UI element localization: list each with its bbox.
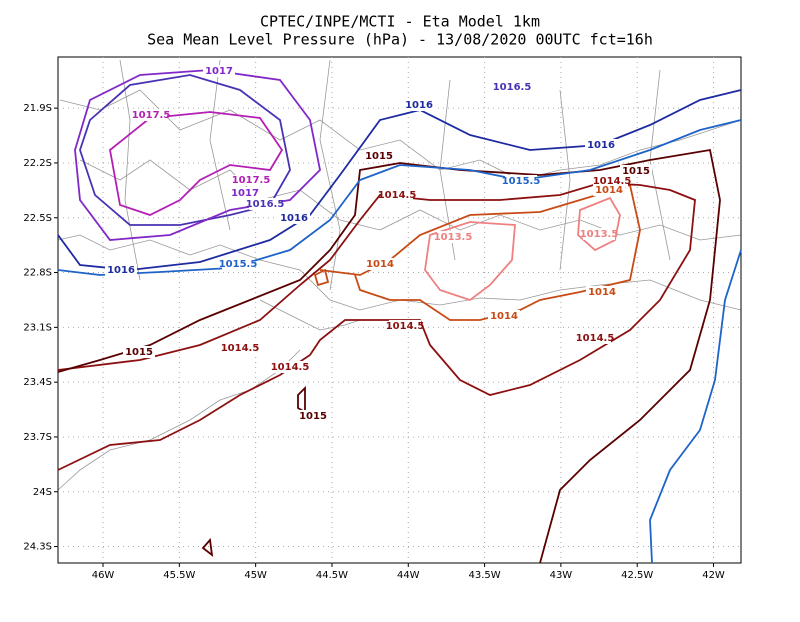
y-tick-label: 21.9S <box>23 103 52 114</box>
contour-label-bg <box>229 187 261 199</box>
contour-label: 1016 <box>405 100 433 111</box>
contour-label-bg <box>363 150 395 162</box>
y-tick-label: 22.5S <box>23 213 52 224</box>
contour-label: 1014.5 <box>271 362 310 373</box>
borders <box>57 59 742 491</box>
contour-label: 1017.5 <box>232 175 271 186</box>
x-tick-label: 46W <box>92 570 115 581</box>
contour-label: 1015.5 <box>219 259 258 270</box>
contour-label-bg <box>364 258 396 270</box>
x-tick-label: 45.5W <box>163 570 195 581</box>
x-tick-label: 44W <box>397 570 420 581</box>
y-tick-label: 23.1S <box>23 322 52 333</box>
contour <box>57 182 696 471</box>
contour-label: 1015 <box>299 411 327 422</box>
x-tick-label: 42W <box>702 570 725 581</box>
contour <box>649 249 742 564</box>
title: CPTEC/INPE/MCTI - Eta Model 1km <box>260 13 540 31</box>
contour-label: 1014 <box>490 311 518 322</box>
contour-label: 1014.5 <box>576 333 615 344</box>
contour-label: 1016 <box>280 213 308 224</box>
contour-label-bg <box>583 228 615 240</box>
contour-label: 1016 <box>107 265 135 276</box>
contour <box>201 537 214 558</box>
x-tick-label: 42.5W <box>621 570 653 581</box>
contour <box>297 385 306 414</box>
contour-label: 1017 <box>205 66 233 77</box>
contour-label-bg <box>586 286 618 298</box>
contour-label: 1014 <box>366 259 394 270</box>
contour <box>313 268 330 287</box>
frame <box>57 56 742 564</box>
y-tick-label: 23.7S <box>23 432 52 443</box>
contour-label-bg <box>123 346 155 358</box>
x-tick-label: 44.5W <box>316 570 348 581</box>
contour-label: 1015 <box>125 347 153 358</box>
x-tick-label: 43W <box>550 570 573 581</box>
contour-label: 1016.5 <box>246 199 285 210</box>
contour-label-bg <box>585 139 617 151</box>
subtitle: Sea Mean Level Pressure (hPa) - 13/08/20… <box>147 31 653 49</box>
contour-label-bg <box>389 320 421 332</box>
y-tick-label: 22.8S <box>23 268 52 279</box>
contour-label: 1014 <box>595 185 623 196</box>
contour-label-bg <box>579 332 611 344</box>
contour-label-bg <box>297 410 329 422</box>
contour-label: 1014.5 <box>378 190 417 201</box>
contour-label-bg <box>224 342 256 354</box>
x-tick-label: 43.5W <box>469 570 501 581</box>
contour-label: 1016 <box>587 140 615 151</box>
contour <box>57 89 742 271</box>
contour-label: 1013.5 <box>580 229 619 240</box>
contour-label-bg <box>105 264 137 276</box>
y-tick-label: 24.3S <box>23 542 52 553</box>
contour-label-bg <box>274 361 306 373</box>
contour-label: 1017.5 <box>132 110 171 121</box>
contour-label: 1017 <box>231 188 259 199</box>
contour-label: 1013.5 <box>434 232 473 243</box>
y-tick-label: 22.2S <box>23 158 52 169</box>
contour-label: 1014.5 <box>221 343 260 354</box>
contour-label-bg <box>235 174 267 186</box>
contour-label-bg <box>222 258 254 270</box>
contour-label: 1015 <box>622 166 650 177</box>
y-tick-label: 23.4S <box>23 377 52 388</box>
contour-label: 1015.5 <box>502 176 541 187</box>
contour-label-bg <box>593 184 625 196</box>
y-tick-label: 24S <box>33 487 52 498</box>
contour-label: 1016.5 <box>493 82 532 93</box>
contour-label-bg <box>203 65 235 77</box>
contour <box>319 183 641 321</box>
contour <box>57 119 742 276</box>
contour <box>424 221 516 302</box>
contour <box>57 148 721 564</box>
contour-label-bg <box>496 81 528 93</box>
contour-label-bg <box>135 109 167 121</box>
contour <box>74 69 321 241</box>
contour-label-bg <box>488 310 520 322</box>
contour <box>577 196 621 252</box>
x-tick-label: 45W <box>244 570 267 581</box>
contour-label-bg <box>437 231 469 243</box>
contour <box>109 111 284 216</box>
contour-label-bg <box>249 198 281 210</box>
contour-label: 1014.5 <box>593 176 632 187</box>
contour-label-bg <box>505 175 537 187</box>
contour-label: 1014 <box>588 287 616 298</box>
contour-label-bg <box>620 165 652 177</box>
contour-label-bg <box>381 189 413 201</box>
contour-label-bg <box>278 212 310 224</box>
contour-label: 1014.5 <box>386 321 425 332</box>
contour-label-bg <box>403 99 435 111</box>
contour-label: 1015 <box>365 151 393 162</box>
